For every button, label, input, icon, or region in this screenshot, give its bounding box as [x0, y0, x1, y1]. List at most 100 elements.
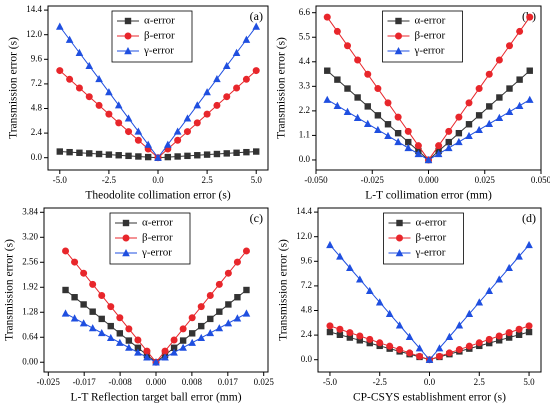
marker [515, 331, 523, 338]
marker [116, 338, 124, 346]
marker [455, 346, 463, 354]
y-axis-label: Transmission error (s) [276, 37, 288, 139]
marker [161, 347, 169, 355]
x-tick-label: 0.0 [152, 175, 164, 185]
marker [394, 47, 403, 55]
marker [61, 309, 70, 317]
marker [344, 85, 351, 92]
marker [252, 22, 261, 30]
marker [122, 249, 130, 257]
marker [525, 328, 533, 336]
y-tick-label: 6.6 [299, 7, 311, 17]
marker [85, 93, 93, 101]
marker [95, 101, 103, 109]
x-tick-label: 0.025 [475, 175, 496, 185]
marker [525, 95, 534, 103]
marker [496, 94, 503, 101]
x-tick-label: -0.025 [37, 377, 61, 387]
x-tick-label: -0.008 [108, 377, 132, 387]
marker [164, 153, 172, 161]
marker [346, 329, 354, 337]
marker [405, 138, 412, 146]
x-tick-label: 0.008 [182, 377, 203, 387]
x-tick-label: 2.5 [201, 175, 213, 185]
marker [179, 337, 187, 344]
marker [485, 119, 494, 128]
y-tick-label: 3.3 [299, 80, 311, 90]
marker [188, 314, 196, 322]
marker [198, 322, 205, 330]
marker [125, 152, 132, 160]
marker [465, 121, 473, 128]
series-line [326, 99, 531, 161]
marker [445, 332, 454, 340]
marker [363, 119, 372, 128]
marker [206, 291, 214, 299]
marker [242, 309, 251, 317]
marker [134, 127, 143, 135]
marker [516, 76, 523, 83]
marker [105, 110, 113, 118]
marker [336, 331, 344, 338]
marker [394, 113, 402, 121]
y-tick-label: 2.56 [22, 256, 38, 266]
marker [85, 61, 94, 70]
marker [233, 258, 241, 266]
marker [232, 48, 241, 56]
y-tick-label: 1.28 [22, 306, 38, 316]
marker [66, 75, 74, 83]
marker [173, 127, 182, 135]
marker [253, 148, 260, 155]
marker [134, 344, 142, 351]
marker [495, 332, 503, 340]
legend-label: α-error [144, 15, 175, 27]
y-tick-label: 0.00 [22, 356, 38, 366]
marker [395, 249, 404, 257]
marker [505, 334, 513, 341]
x-tick-label: 0.0 [424, 377, 436, 387]
marker [124, 17, 132, 25]
marker [124, 114, 133, 122]
marker [394, 129, 402, 137]
legend-label: β-error [142, 232, 173, 244]
marker [203, 110, 211, 118]
series-line [65, 250, 247, 364]
marker [356, 337, 364, 344]
marker [215, 324, 224, 332]
marker [346, 263, 354, 272]
marker [197, 333, 206, 342]
marker [444, 143, 453, 152]
marker [475, 339, 483, 347]
marker [243, 148, 250, 156]
marker [144, 140, 152, 148]
x-tick-label: 0.017 [218, 377, 239, 387]
marker [406, 349, 414, 357]
x-axis-label: L-T collimation error (mm) [365, 190, 492, 202]
marker [105, 88, 113, 96]
marker [164, 140, 172, 148]
marker [107, 322, 114, 330]
y-tick-label: 12.0 [296, 231, 312, 241]
marker [161, 353, 169, 361]
marker [71, 294, 78, 301]
marker [323, 95, 332, 103]
marker [486, 103, 493, 110]
marker [98, 315, 105, 323]
marker [242, 247, 250, 255]
marker [152, 358, 160, 366]
marker [375, 298, 384, 306]
series-line [59, 70, 257, 159]
marker [525, 322, 533, 330]
marker [213, 101, 221, 109]
marker [134, 348, 142, 356]
marker [95, 74, 103, 83]
marker [75, 48, 84, 56]
marker [445, 349, 453, 357]
marker [455, 321, 464, 329]
marker [213, 74, 221, 83]
marker [386, 342, 394, 350]
marker [62, 247, 70, 255]
legend-label: γ-error [143, 45, 174, 57]
marker [356, 275, 364, 283]
